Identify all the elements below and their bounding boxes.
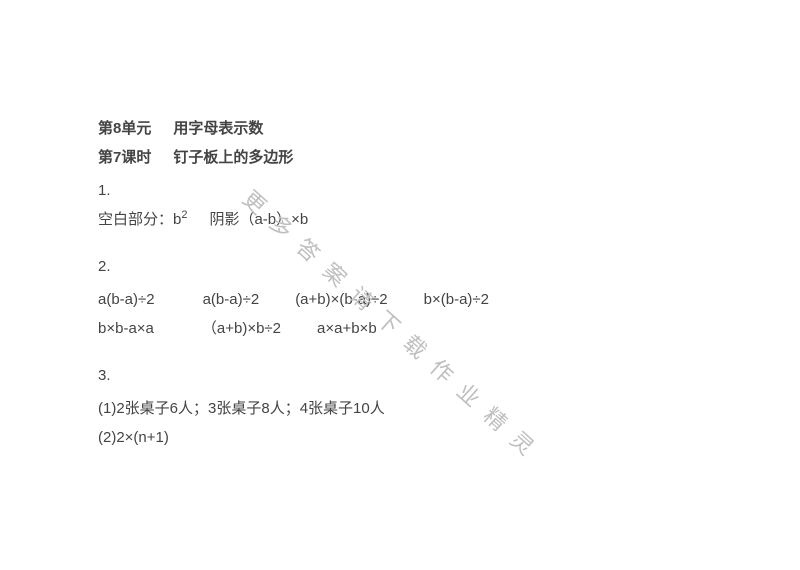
unit-number: 第8单元 xyxy=(98,120,151,137)
q3-line1: (1)2张桌子6人；3张桌子8人；4张桌子10人 xyxy=(98,398,800,419)
q1-shadow-part: 阴影（a-b）×b xyxy=(209,211,308,228)
q1-content: 空白部分：b2 阴影（a-b）×b xyxy=(98,209,800,230)
lesson-title: 钉子板上的多边形 xyxy=(173,149,293,166)
unit-title: 用字母表示数 xyxy=(173,120,263,137)
heading-unit: 第8单元 用字母表示数 xyxy=(98,118,800,139)
q2-expr-5: b×b-a×a xyxy=(98,318,154,339)
q2-expr-4: b×(b-a)÷2 xyxy=(424,289,489,310)
q2-expr-3: (a+b)×(b-a)÷2 xyxy=(295,289,387,310)
q2-expr-7: a×a+b×b xyxy=(317,318,377,339)
q1-blank-part: 空白部分：b xyxy=(98,211,181,228)
heading-lesson: 第7课时 钉子板上的多边形 xyxy=(98,147,800,168)
q1-exponent: 2 xyxy=(181,209,187,221)
q3-number: 3. xyxy=(98,365,800,386)
q2-expr-1: a(b-a)÷2 xyxy=(98,289,155,310)
q2-number: 2. xyxy=(98,256,800,277)
lesson-number: 第7课时 xyxy=(98,149,151,166)
q1-number: 1. xyxy=(98,180,800,201)
q3-line2: (2)2×(n+1) xyxy=(98,427,800,448)
document-body: 第8单元 用字母表示数 第7课时 钉子板上的多边形 1. 空白部分：b2 阴影（a-b… xyxy=(0,0,800,448)
q2-expr-2: a(b-a)÷2 xyxy=(203,289,260,310)
q2-row2: b×b-a×a （a+b)×b÷2 a×a+b×b xyxy=(98,318,800,339)
q2-expr-6: （a+b)×b÷2 xyxy=(202,318,281,339)
q2-row1: a(b-a)÷2 a(b-a)÷2 (a+b)×(b-a)÷2 b×(b-a)÷2 xyxy=(98,289,800,310)
